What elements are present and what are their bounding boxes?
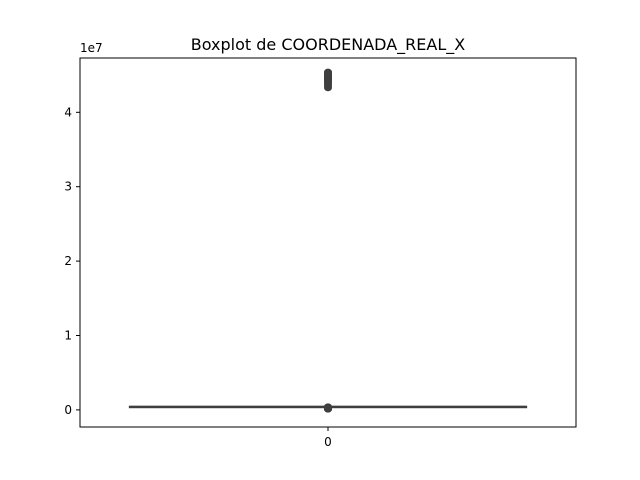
offset-text: 1e7 [80,41,103,55]
plot-area: 0 1 2 3 4 0 [64,68,528,449]
outlier-point [324,68,332,76]
outlier-point [324,403,332,411]
y-tick-label: 3 [64,180,72,194]
x-tick-label: 0 [324,435,332,449]
chart-title: Boxplot de COORDENADA_REAL_X [191,35,465,55]
y-tick-label: 4 [64,105,72,119]
y-tick-label: 1 [64,328,72,342]
axes-frame [79,57,577,428]
y-tick-label: 2 [64,254,72,268]
y-tick-label: 0 [64,403,72,417]
